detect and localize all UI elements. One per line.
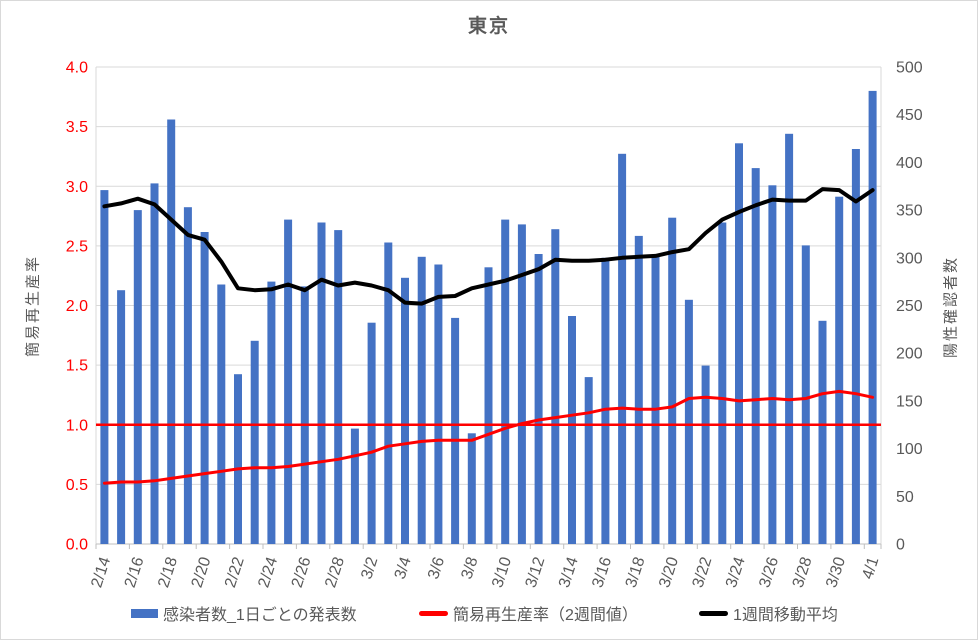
bar-3/9	[484, 267, 493, 544]
left-tick-label: 2.0	[66, 298, 88, 315]
bar-2/27	[317, 222, 326, 544]
x-tick-label: 3/4	[392, 555, 415, 582]
left-tick-label: 1.5	[66, 358, 88, 375]
right-tick-label: 200	[896, 346, 923, 363]
x-tick-label: 2/20	[189, 555, 215, 590]
x-tick-label: 3/6	[425, 555, 448, 582]
left-tick-label: 1.0	[66, 417, 88, 434]
right-tick-label: 0	[896, 537, 905, 554]
left-tick-label: 0.0	[66, 537, 88, 554]
bar-2/28	[334, 230, 343, 544]
line-series-1	[102, 187, 875, 306]
bar-3/2	[367, 322, 376, 544]
bar-2/20	[200, 232, 209, 544]
bar-2/17	[150, 183, 159, 544]
chart-title: 東京	[467, 16, 510, 37]
bar-3/19	[651, 254, 660, 544]
x-tick-label: 3/26	[756, 555, 782, 590]
left-tick-label: 4.0	[66, 60, 88, 77]
left-tick-label: 2.5	[66, 238, 88, 255]
bar-3/6	[434, 264, 443, 544]
x-tick-label: 3/22	[690, 555, 716, 590]
bar-3/12	[534, 254, 543, 544]
right-tick-label: 500	[896, 60, 923, 77]
bar-3/21	[684, 299, 693, 544]
left-tick-label: 0.5	[66, 477, 88, 494]
x-tick-label: 3/10	[489, 555, 515, 590]
x-tick-label: 3/2	[358, 555, 381, 582]
bar-3/18	[634, 235, 643, 544]
bar-2/22	[234, 374, 242, 544]
bar-2/18	[167, 119, 176, 544]
bar-3/10	[501, 219, 510, 544]
x-tick-label: 3/16	[589, 555, 615, 590]
x-tick-label: 3/18	[623, 555, 649, 590]
bar-3/15	[584, 377, 593, 544]
bar-3/5	[417, 256, 426, 544]
right-tick-label: 450	[896, 107, 923, 124]
right-tick-label: 150	[896, 393, 923, 410]
bar-2/19	[183, 207, 192, 544]
x-tick-label: 2/18	[155, 555, 181, 590]
bar-3/23	[718, 222, 727, 544]
left-tick-label: 3.5	[66, 119, 88, 136]
right-tick-label: 300	[896, 250, 923, 267]
bar-3/16	[601, 257, 610, 544]
bar-2/24	[267, 281, 276, 544]
x-tick-label: 4/1	[859, 555, 882, 582]
bar-3/8	[467, 433, 476, 544]
bar-2/21	[217, 284, 226, 544]
bar-3/30	[835, 196, 844, 544]
bar-3/27	[785, 133, 794, 545]
x-tick-label: 2/26	[289, 555, 315, 590]
x-tick-label: 3/30	[823, 555, 849, 590]
bar-3/25	[751, 168, 760, 544]
right-tick-label: 350	[896, 203, 923, 220]
bar-3/17	[618, 153, 627, 545]
bar-3/29	[818, 320, 827, 544]
left-axis-title: 簡易再生産率	[24, 254, 42, 358]
x-tick-label: 3/24	[723, 555, 749, 590]
x-tick-label: 3/28	[790, 555, 816, 590]
bar-3/1	[350, 428, 359, 544]
x-tick-label: 2/22	[222, 555, 248, 590]
x-tick-label: 2/16	[122, 555, 148, 590]
right-tick-label: 50	[896, 489, 914, 506]
x-tick-label: 3/14	[556, 555, 582, 590]
bar-3/22	[701, 365, 710, 544]
bar-3/20	[668, 217, 677, 544]
right-tick-label: 250	[896, 298, 923, 315]
bar-3/7	[451, 317, 460, 544]
bar-3/4	[401, 277, 409, 544]
x-tick-label: 3/8	[459, 555, 482, 582]
x-tick-label: 3/20	[656, 555, 682, 590]
right-tick-label: 100	[896, 441, 923, 458]
bar-3/31	[851, 149, 860, 544]
bar-3/11	[517, 224, 526, 544]
right-tick-label: 400	[896, 155, 923, 172]
bar-2/25	[284, 219, 293, 544]
bar-3/3	[384, 242, 393, 544]
right-axis-title: 陽性確認者数	[942, 255, 960, 359]
bar-3/14	[568, 316, 576, 544]
bar-2/23	[250, 340, 259, 544]
bar-3/28	[801, 245, 810, 544]
bar-2/14	[100, 190, 109, 544]
x-tick-label: 2/14	[88, 555, 114, 590]
x-tick-label: 3/12	[523, 555, 549, 590]
bar-3/13	[551, 229, 560, 544]
x-tick-label: 2/24	[255, 555, 281, 590]
x-tick-label: 2/28	[322, 555, 348, 590]
bar-2/16	[133, 210, 142, 544]
bar-2/26	[300, 286, 309, 544]
bar-3/26	[768, 185, 777, 545]
bar-3/24	[735, 143, 743, 545]
bar-4/1	[868, 90, 877, 545]
line-series-0	[102, 389, 875, 485]
bar-2/15	[117, 290, 126, 544]
left-tick-label: 3.0	[66, 179, 88, 196]
